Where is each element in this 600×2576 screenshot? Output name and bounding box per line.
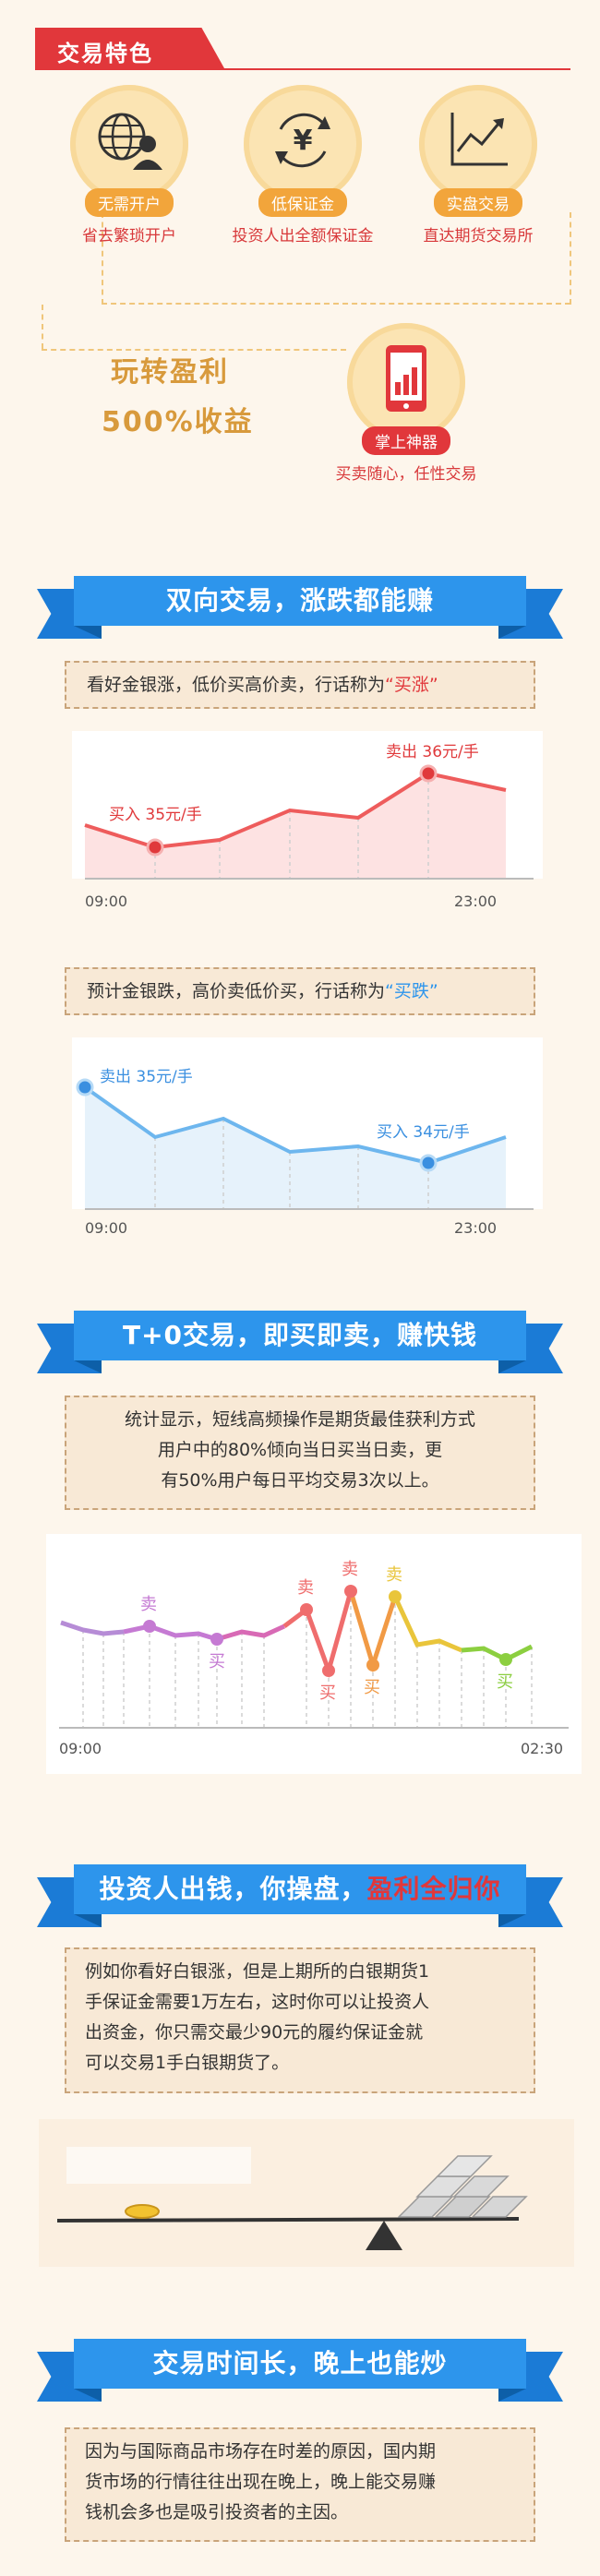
slogan-line2: 500%收益 (102, 406, 254, 438)
seesaw-fulcrum (366, 2221, 402, 2250)
buy-marker: 买 (209, 1652, 225, 1671)
note-line: 用户中的80%倾向当日买当日卖，更 (157, 1440, 443, 1460)
feature-circle: ¥ (244, 85, 362, 203)
sell-label: 卖出 36元/手 (386, 743, 479, 761)
feature-desc: 省去繁琐开户 (82, 227, 176, 246)
chart-t0: 卖 买 卖 买 卖 买 卖 买 09:00 02:30 (46, 1534, 582, 1774)
feature-desc: 直达期货交易所 (423, 227, 534, 246)
connector-line (570, 212, 571, 305)
x-end-label: 23:00 (454, 893, 497, 910)
sell-marker: 卖 (342, 1560, 358, 1579)
note-line: 例如你看好白银涨，但是上期所的白银期货1 (85, 1961, 430, 1982)
buy-label: 买入 34元/手 (377, 1123, 470, 1142)
feature-circle (347, 323, 465, 441)
note-line: 手保证金需要1万左右，这时你可以让投资人 (85, 1992, 430, 2012)
note-quote: “买涨” (385, 675, 438, 695)
feature-desc: 投资人出全额保证金 (232, 227, 374, 246)
yen-cycle-icon: ¥ (275, 113, 330, 168)
feature-no-account: 无需开户 省去繁琐开户 (37, 85, 222, 246)
ribbon-title-highlight: 盈利全归你 (366, 1874, 501, 1904)
note-line: 钱机会多也是吸引投资者的主因。 (85, 2502, 349, 2522)
note-t0: 统计显示，短线高频操作是期货最佳获利方式 用户中的80%倾向当日买当日卖，更 有… (65, 1396, 535, 1510)
note-line: 货市场的行情往往出现在晚上，晚上能交易赚 (85, 2472, 437, 2492)
buy-label: 买入 35元/手 (109, 806, 202, 824)
ribbon-investor: 投资人出钱，你操盘，盈利全归你 (37, 1864, 563, 1927)
x-start-label: 09:00 (59, 1740, 102, 1757)
buy-marker: 买 (319, 1683, 336, 1703)
connector-line (42, 305, 43, 349)
ribbon-title: 投资人出钱，你操盘，盈利全归你 (74, 1864, 526, 1914)
note-text: 看好金银涨，低价买高价卖，行话称为 (87, 675, 386, 695)
feature-low-margin: ¥ 低保证金 投资人出全额保证金 (210, 85, 395, 246)
feature-pill: 掌上神器 (362, 426, 450, 455)
note-line: 因为与国际商品市场存在时差的原因，国内期 (85, 2441, 437, 2462)
feature-mobile: 掌上神器 买卖随心，任性交易 (314, 323, 498, 484)
note-text: 预计金银跌，高价卖低价买，行话称为 (87, 981, 386, 1001)
feature-pill: 无需开户 (85, 188, 174, 217)
connector-line (102, 303, 570, 305)
ribbon-title: T+0交易，即买即卖，赚快钱 (74, 1311, 526, 1360)
line-chart-icon (450, 113, 508, 166)
note-line: 有50%用户每日平均交易3次以上。 (161, 1470, 439, 1491)
ribbon-t0: T+0交易，即买即卖，赚快钱 (37, 1311, 563, 1373)
feature-pill: 低保证金 (258, 188, 347, 217)
chart-buy-up: 买入 35元/手 卖出 36元/手 09:00 23:00 (72, 731, 543, 910)
note-hours: 因为与国际商品市场存在时差的原因，国内期 货市场的行情往往出现在晚上，晚上能交易… (65, 2427, 535, 2542)
buy-marker: 买 (497, 1672, 513, 1692)
note-buy-up: 看好金银涨，低价买高价卖，行话称为“买涨” (65, 661, 535, 709)
note-line: 出资金，你只需交最少90元的履约保证金就 (85, 2022, 424, 2043)
feature-real-trading: 实盘交易 直达期货交易所 (386, 85, 570, 246)
sell-marker: 卖 (386, 1565, 402, 1585)
note-line: 统计显示，短线高频操作是期货最佳获利方式 (124, 1409, 475, 1430)
note-quote: “买跌” (385, 981, 438, 1001)
chart-buy-down: 卖出 35元/手 买入 34元/手 09:00 23:00 (72, 1037, 543, 1237)
ribbon-hours: 交易时间长，晚上也能炒 (37, 2339, 563, 2402)
svg-text:¥: ¥ (294, 125, 313, 157)
ribbon-title: 双向交易，涨跌都能赚 (74, 576, 526, 626)
x-start-label: 09:00 (85, 893, 127, 910)
connector-line (42, 349, 346, 351)
x-start-label: 09:00 (85, 1219, 127, 1237)
feature-desc: 买卖随心，任性交易 (335, 465, 477, 484)
sell-label: 卖出 35元/手 (100, 1068, 193, 1086)
title-underline (35, 68, 570, 70)
sell-marker: 卖 (297, 1578, 314, 1598)
section-title-bar (35, 28, 224, 68)
note-line: 可以交易1手白银期货了。 (85, 2053, 290, 2073)
seesaw-beam (56, 2217, 520, 2223)
x-end-label: 02:30 (521, 1740, 563, 1757)
mobile-chart-icon (386, 345, 426, 412)
globe-user-icon (98, 113, 162, 170)
connector-line (102, 212, 103, 305)
ribbon-two-way: 双向交易，涨跌都能赚 (37, 576, 563, 639)
note-buy-down: 预计金银跌，高价卖低价买，行话称为“买跌” (65, 967, 535, 1015)
slogan-line1: 玩转盈利 (111, 356, 229, 389)
seesaw-illustration (39, 2119, 574, 2267)
ribbon-title: 交易时间长，晚上也能炒 (74, 2339, 526, 2389)
section-title: 交易特色 (57, 41, 153, 66)
sell-marker: 卖 (140, 1595, 157, 1614)
ribbon-title-main: 投资人出钱，你操盘， (99, 1874, 367, 1904)
note-investor: 例如你看好白银涨，但是上期所的白银期货1 手保证金需要1万左右，这时你可以让投资… (65, 1947, 535, 2093)
coin-icon (125, 2204, 160, 2219)
x-end-label: 23:00 (454, 1219, 497, 1237)
silver-bars-icon (397, 2155, 528, 2218)
feature-circle (419, 85, 537, 203)
feature-pill: 实盘交易 (434, 188, 522, 217)
buy-marker: 买 (364, 1678, 380, 1697)
feature-circle (70, 85, 188, 203)
